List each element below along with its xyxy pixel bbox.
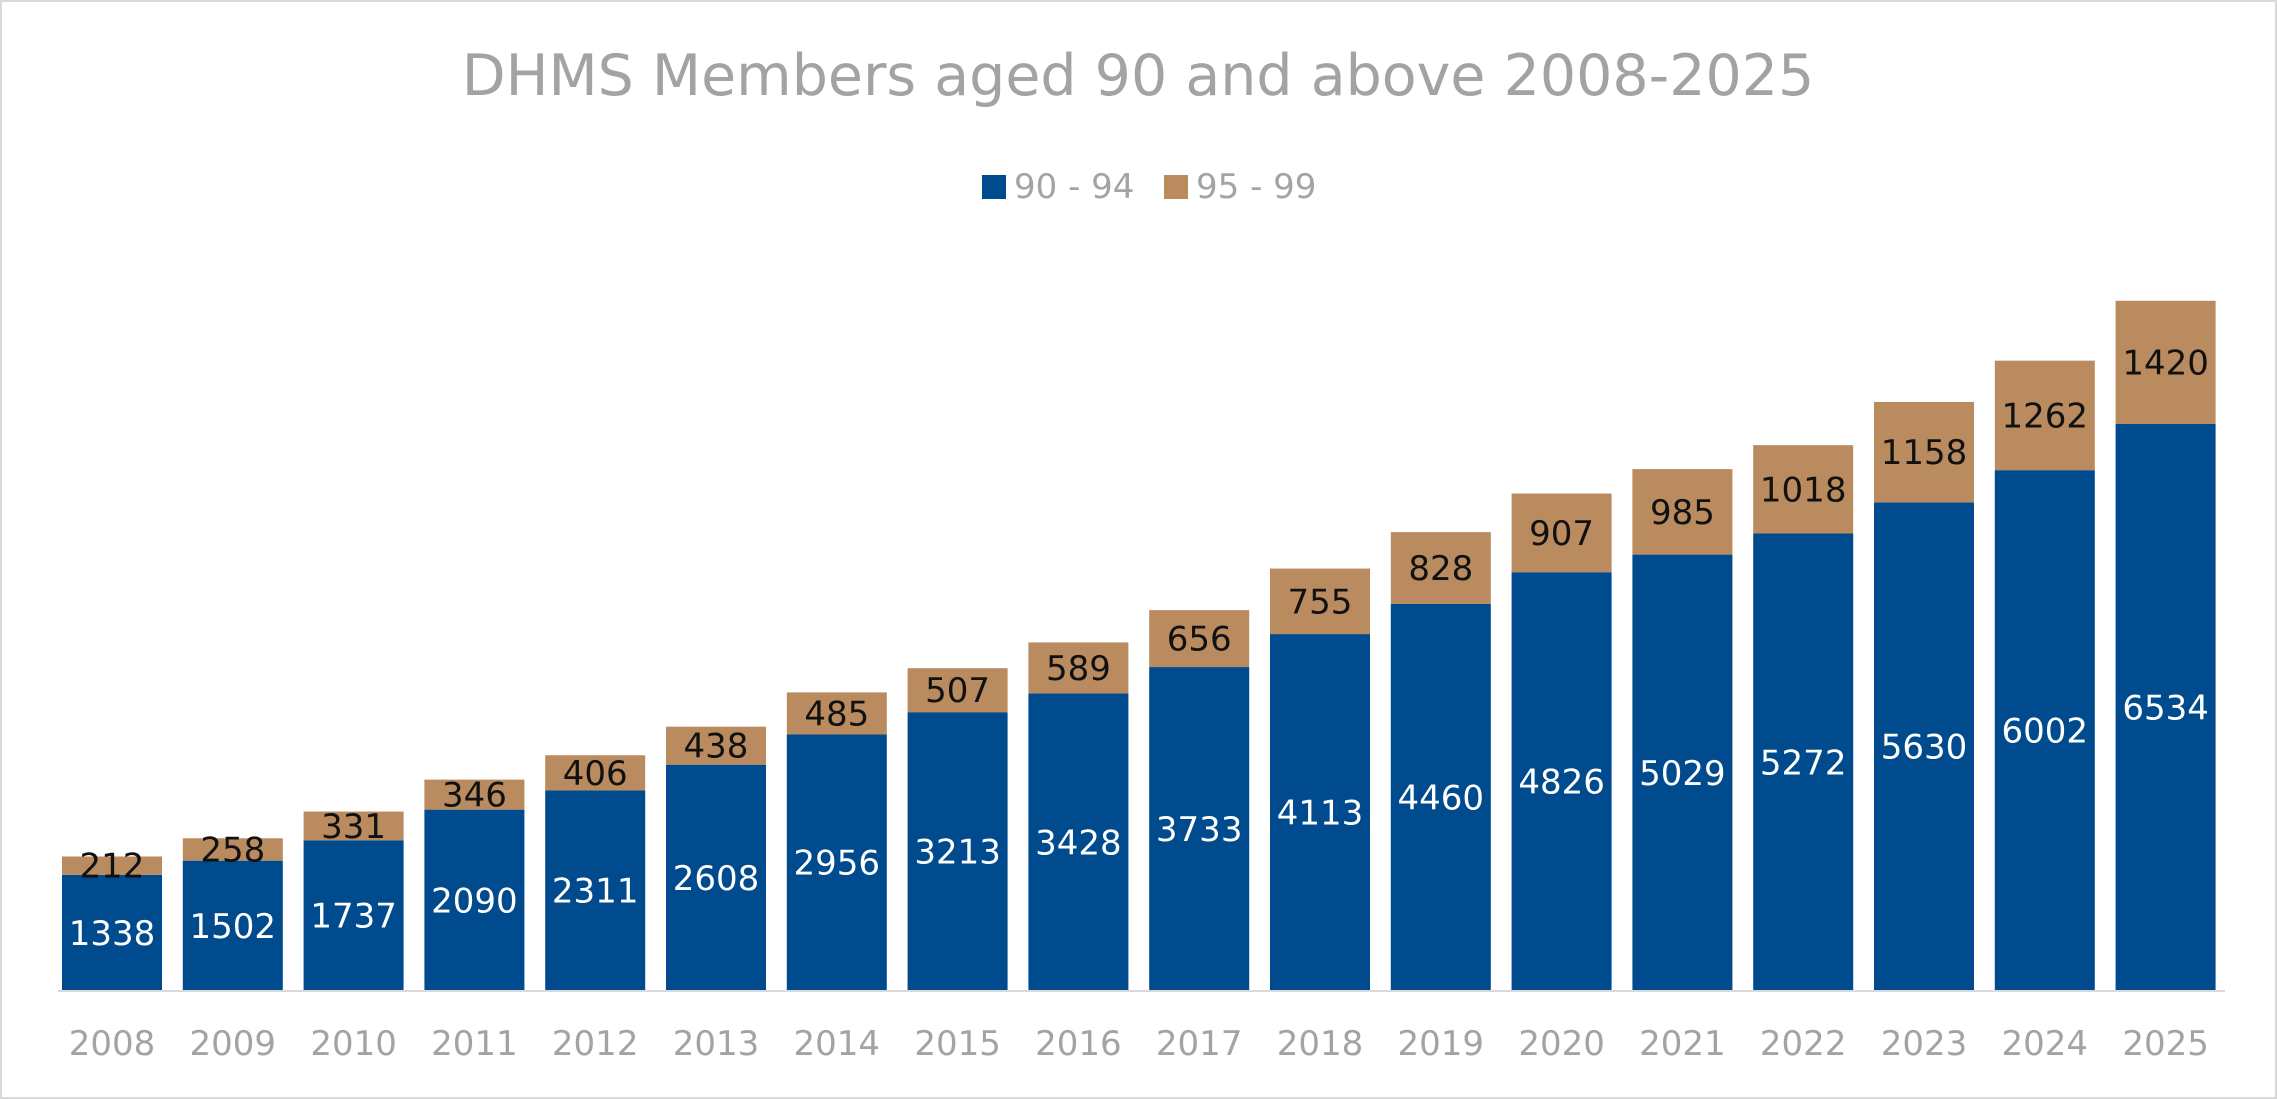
bar-90-94-2014	[786, 734, 887, 991]
x-tick-2018: 2018	[1277, 1024, 1364, 1064]
data-label-90-94-2018: 4113	[1277, 794, 1364, 834]
x-tick-2008: 2008	[69, 1024, 156, 1064]
bar-90-94-2009	[182, 860, 283, 991]
bar-95-99-2015	[907, 668, 1008, 713]
legend-swatch-95-99	[1164, 175, 1188, 199]
data-label-95-99-2012: 406	[563, 754, 628, 794]
data-label-90-94-2011: 2090	[431, 881, 518, 921]
bar-95-99-2019	[1390, 532, 1491, 604]
legend: 90 - 94 95 - 99	[982, 167, 1316, 207]
data-label-90-94-2014: 2956	[794, 844, 881, 884]
bar-95-99-2013	[666, 726, 766, 765]
bar-90-94-2022	[1753, 533, 1854, 991]
data-label-95-99-2014: 485	[804, 694, 869, 734]
data-label-90-94-2010: 1737	[310, 897, 397, 937]
bar-95-99-2011	[424, 779, 525, 810]
bars-group: 1338 212 1502 258 1737 331 2090 346 2311 406 2608 4…	[62, 300, 2216, 991]
legend-label-95-99: 95 - 99	[1196, 167, 1316, 207]
bar-90-94-2020	[1511, 572, 1612, 991]
data-label-90-94-2022: 5272	[1760, 743, 1847, 783]
data-label-95-99-2010: 331	[321, 807, 386, 847]
data-label-95-99-2021: 985	[1650, 493, 1715, 533]
data-label-90-94-2019: 4460	[1398, 778, 1485, 818]
bar-90-94-2018	[1270, 634, 1370, 991]
x-tick-2025: 2025	[2122, 1024, 2209, 1064]
x-tick-2015: 2015	[914, 1024, 1001, 1064]
bar-90-94-2025	[2115, 423, 2216, 991]
x-tick-2019: 2019	[1398, 1024, 1485, 1064]
bar-90-94-2015	[907, 712, 1008, 991]
chart-title: DHMS Members aged 90 and above 2008-2025	[462, 43, 1815, 109]
data-label-90-94-2016: 3428	[1035, 823, 1122, 863]
bar-90-94-2010	[303, 840, 404, 991]
x-tick-2017: 2017	[1156, 1024, 1243, 1064]
data-label-95-99-2024: 1262	[2002, 396, 2089, 436]
data-label-90-94-2025: 6534	[2122, 688, 2209, 728]
bar-95-99-2023	[1874, 401, 1974, 503]
data-label-95-99-2020: 907	[1529, 514, 1594, 554]
x-tick-2023: 2023	[1881, 1024, 1968, 1064]
data-label-95-99-2017: 656	[1167, 620, 1232, 660]
x-tick-2022: 2022	[1760, 1024, 1847, 1064]
bar-95-99-2016	[1028, 642, 1129, 694]
data-label-95-99-2013: 438	[684, 727, 749, 767]
x-tick-2010: 2010	[310, 1024, 397, 1064]
data-label-90-94-2024: 6002	[2002, 712, 2089, 752]
bar-95-99-2008	[62, 856, 162, 875]
data-label-95-99-2008: 212	[80, 847, 145, 887]
data-label-95-99-2009: 258	[200, 830, 265, 870]
data-label-95-99-2022: 1018	[1760, 470, 1847, 510]
x-tick-2024: 2024	[2002, 1024, 2089, 1064]
bar-95-99-2024	[1994, 360, 2095, 471]
bar-90-94-2024	[1994, 470, 2095, 991]
data-label-90-94-2020: 4826	[1518, 763, 1605, 803]
bar-95-99-2017	[1149, 610, 1250, 668]
x-tick-2021: 2021	[1639, 1024, 1726, 1064]
bar-95-99-2021	[1632, 469, 1733, 555]
bar-95-99-2018	[1270, 568, 1370, 635]
x-tick-2016: 2016	[1035, 1024, 1122, 1064]
bar-90-94-2019	[1390, 603, 1491, 991]
data-label-95-99-2011: 346	[442, 776, 507, 816]
x-tick-labels: 2008 2009 2010 2011 2012 2013 2014 2015 2016 2017…	[69, 1024, 2209, 1064]
bar-90-94-2023	[1874, 502, 1974, 991]
data-label-90-94-2015: 3213	[914, 833, 1001, 873]
bar-95-99-2025	[2115, 300, 2216, 424]
x-tick-2011: 2011	[431, 1024, 518, 1064]
legend-swatch-90-94	[982, 175, 1006, 199]
bar-95-99-2010	[303, 811, 404, 841]
data-label-90-94-2012: 2311	[552, 872, 639, 912]
data-label-95-99-2018: 755	[1288, 582, 1353, 622]
data-label-95-99-2015: 507	[925, 671, 990, 711]
x-tick-2014: 2014	[794, 1024, 881, 1064]
bar-90-94-2012	[545, 790, 646, 991]
bar-95-99-2022	[1753, 445, 1854, 534]
x-tick-2009: 2009	[190, 1024, 277, 1064]
data-label-90-94-2023: 5630	[1881, 728, 1968, 768]
bar-90-94-2016	[1028, 693, 1129, 991]
bar-90-94-2011	[424, 809, 525, 991]
data-label-95-99-2016: 589	[1046, 649, 1111, 689]
bar-95-99-2020	[1511, 493, 1612, 573]
x-tick-2013: 2013	[673, 1024, 760, 1064]
data-label-95-99-2025: 1420	[2122, 343, 2209, 383]
bar-95-99-2009	[182, 838, 283, 861]
bar-90-94-2008	[62, 874, 162, 991]
bar-90-94-2013	[666, 764, 766, 991]
data-label-90-94-2017: 3733	[1156, 810, 1243, 850]
legend-label-90-94: 90 - 94	[1014, 167, 1134, 207]
data-label-90-94-2008: 1338	[69, 914, 156, 954]
data-label-90-94-2009: 1502	[190, 907, 277, 947]
bar-90-94-2021	[1632, 554, 1733, 991]
bar-90-94-2017	[1149, 667, 1250, 991]
data-label-95-99-2019: 828	[1408, 549, 1473, 589]
bar-95-99-2012	[545, 755, 646, 791]
bar-95-99-2014	[786, 692, 887, 735]
data-label-95-99-2023: 1158	[1881, 433, 1968, 473]
data-label-90-94-2013: 2608	[673, 859, 760, 899]
data-label-90-94-2021: 5029	[1639, 754, 1726, 794]
x-tick-2012: 2012	[552, 1024, 639, 1064]
x-tick-2020: 2020	[1518, 1024, 1605, 1064]
